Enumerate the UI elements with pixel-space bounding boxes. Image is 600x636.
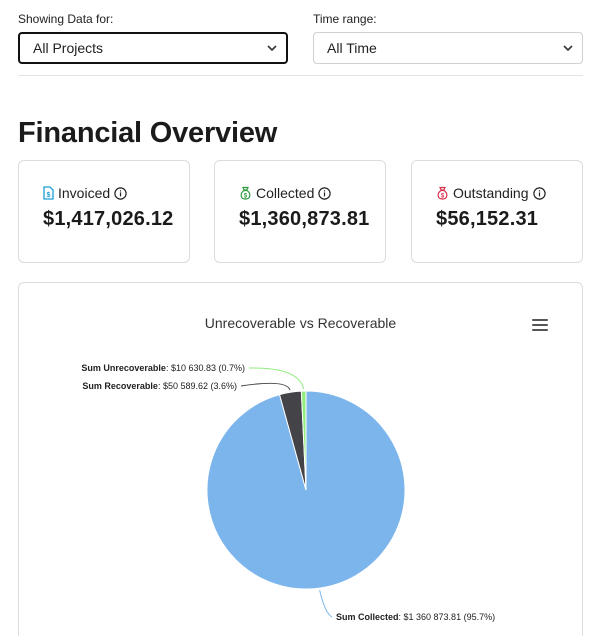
time-range-filter: Time range: All Time — [313, 12, 583, 64]
info-icon[interactable] — [114, 186, 127, 200]
pie-chart: Sum Collected: $1 360 873.81 (95.7%) Sum … — [81, 363, 495, 622]
outstanding-value: $56,152.31 — [436, 208, 539, 230]
pie-slice-sum-unrecoverable[interactable] — [300, 390, 307, 491]
filters-bar: Showing Data for: All Projects Time rang… — [18, 12, 583, 76]
data-label-sum-recoverable: Sum Recoverable: $50 589.62 (3.6%) — [82, 381, 237, 391]
project-select[interactable]: All Projects — [18, 32, 288, 64]
collected-card: $ Collected $1,360,873.81 — [214, 160, 386, 263]
time-range-select[interactable]: All Time — [313, 32, 583, 64]
invoiced-card: $ Invoiced $1,417,026.12 — [18, 160, 190, 263]
invoiced-label: Invoiced — [58, 185, 111, 201]
showing-data-filter: Showing Data for: All Projects — [18, 12, 288, 64]
time-range-select-value: All Time — [327, 40, 377, 56]
money-bag-icon: $ — [240, 186, 251, 200]
outstanding-header: $ Outstanding — [436, 185, 550, 201]
collected-label: Collected — [256, 185, 315, 201]
project-select-value: All Projects — [33, 40, 104, 56]
invoiced-header: $ Invoiced — [43, 185, 131, 201]
time-range-label: Time range: — [313, 12, 377, 26]
collected-value: $1,360,873.81 — [239, 208, 370, 230]
data-label-sum-collected: Sum Collected: $1 360 873.81 (95.7%) — [336, 612, 495, 622]
collected-header: $ Collected — [239, 185, 335, 201]
chart-title: Unrecoverable vs Recoverable — [204, 315, 397, 331]
invoice-icon: $ — [43, 186, 54, 200]
metric-cards: $ Invoiced $1,417,026.12 $ Collected $1,… — [18, 160, 583, 263]
svg-text:$: $ — [441, 193, 445, 199]
info-icon[interactable] — [318, 186, 332, 200]
connector-line — [248, 367, 305, 390]
chevron-down-icon — [563, 45, 573, 52]
page-title: Financial Overview — [18, 117, 278, 149]
showing-data-label: Showing Data for: — [18, 12, 114, 26]
connector-line — [319, 589, 333, 618]
data-label-sum-unrecoverable: Sum Unrecoverable: $10 630.83 (0.7%) — [81, 363, 245, 373]
hamburger-menu-icon[interactable] — [532, 319, 548, 333]
info-icon[interactable] — [532, 186, 546, 200]
chevron-down-icon — [267, 45, 277, 52]
svg-text:$: $ — [47, 192, 51, 199]
money-bag-icon: $ — [437, 186, 448, 200]
connector-line — [240, 382, 291, 391]
outstanding-label: Outstanding — [453, 185, 529, 201]
svg-text:$: $ — [244, 193, 248, 199]
outstanding-card: $ Outstanding $56,152.31 — [411, 160, 583, 263]
invoiced-value: $1,417,026.12 — [43, 208, 174, 230]
pie-chart-card: Unrecoverable vs Recoverable Sum Collect… — [18, 282, 583, 636]
